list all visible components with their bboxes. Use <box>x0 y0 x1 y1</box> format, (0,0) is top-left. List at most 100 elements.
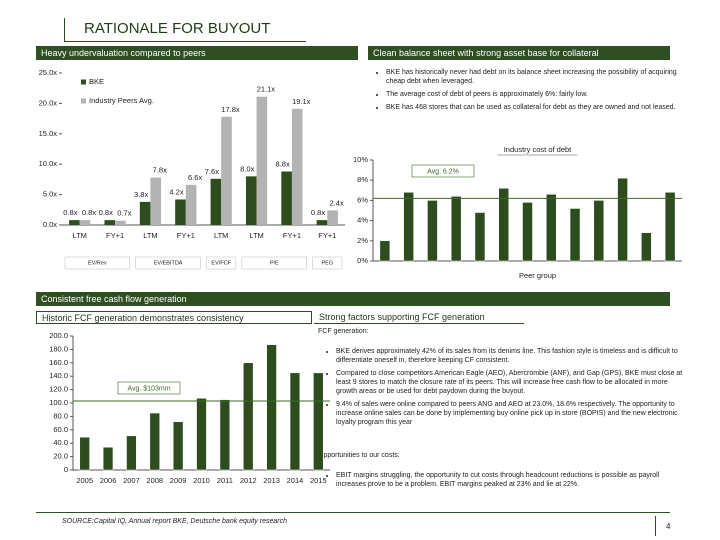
bullet: BKE derives approximately 42% of its sal… <box>336 347 688 365</box>
bar <box>522 202 533 262</box>
average-box <box>411 164 475 178</box>
y-tick-label: 5.0x <box>43 190 57 199</box>
x-tick-label: LTM <box>72 231 86 240</box>
y-tick-label: 0% <box>357 256 368 265</box>
data-label: 19.1x <box>292 97 311 106</box>
bar <box>245 176 257 225</box>
bar <box>196 398 207 471</box>
x-axis-label: Peer group <box>519 271 556 280</box>
bar <box>79 220 91 225</box>
bar <box>379 240 391 262</box>
bar <box>219 399 231 471</box>
data-label: 2.4x <box>330 198 344 207</box>
bullet-list: BKE derives approximately 42% of its sal… <box>322 347 688 431</box>
x-tick-label: FY+1 <box>177 231 195 240</box>
average-label: Avg. $103mm <box>127 385 170 392</box>
x-tick-label: 2010 <box>193 476 210 485</box>
text-intro: Opportunities to our costs: <box>318 452 400 459</box>
bullet: BKE has 468 stores that can be used as c… <box>386 103 686 112</box>
data-label: 7.6x <box>205 167 219 176</box>
legend-swatch <box>81 98 86 104</box>
bar <box>126 435 137 471</box>
y-tick-label: 100.0 <box>49 398 68 407</box>
bar <box>289 372 301 471</box>
data-label: 17.8x <box>221 105 240 114</box>
data-label: 0.8x <box>311 208 325 217</box>
group-label: EV/FCF <box>211 260 231 266</box>
group-box <box>241 256 307 270</box>
data-label: 0.8x <box>63 208 77 217</box>
y-tick-label: 2% <box>357 236 368 245</box>
section-header: Clean balance sheet with strong asset ba… <box>368 46 670 60</box>
x-tick-label: 2006 <box>100 476 117 485</box>
x-tick-label: LTM <box>214 231 228 240</box>
group-box <box>206 256 237 270</box>
x-tick-label: 2015 <box>310 476 327 485</box>
section-header: Heavy undervaluation compared to peers <box>36 46 358 60</box>
y-tick-label: 180.0 <box>49 344 68 353</box>
y-tick-label: 8% <box>357 175 368 184</box>
y-tick-label: 0.0x <box>43 220 57 229</box>
text-intro: FCF generation: <box>318 328 369 335</box>
x-tick-label: FY+1 <box>283 231 301 240</box>
section-header: Consistent free cash flow generation <box>36 292 670 306</box>
sub-header: Historic FCF generation demonstrates con… <box>36 311 312 324</box>
bar <box>256 96 268 225</box>
data-label: 8.8x <box>276 159 290 168</box>
y-tick-label: 160.0 <box>49 358 68 367</box>
page-number: 4 <box>666 522 671 531</box>
bullet: The average cost of debt of peers is app… <box>386 90 686 99</box>
y-tick-label: 200.0 <box>49 331 68 340</box>
bar <box>266 344 277 471</box>
bullet: BKE has historically never had debt on i… <box>386 68 686 86</box>
bar <box>617 177 628 262</box>
y-tick-label: 15.0x <box>39 129 58 138</box>
legend-label: Industry Peers Avg. <box>89 96 154 105</box>
bullet-list: BKE has historically never had debt on i… <box>372 68 686 116</box>
y-tick-label: 4% <box>357 216 368 225</box>
y-tick-label: 25.0x <box>39 68 58 77</box>
bar <box>185 184 197 225</box>
data-label: 0.8x <box>82 208 96 217</box>
bar <box>291 108 303 225</box>
bar <box>327 210 338 225</box>
x-tick-label: 2013 <box>263 476 280 485</box>
group-label: EV/EBITDA <box>154 260 183 266</box>
y-tick-label: 10% <box>353 155 368 164</box>
source-note: SOURCE:Capital IQ, Annual report BKE, De… <box>62 518 288 525</box>
x-tick-label: 2009 <box>170 476 187 485</box>
y-tick-label: 80.0 <box>53 411 68 420</box>
bar <box>498 188 509 262</box>
sub-header: Strong factors supporting FCF generation <box>314 311 524 324</box>
bar <box>243 362 254 471</box>
y-tick-label: 10.0x <box>39 159 58 168</box>
footer-rule <box>36 512 670 513</box>
bar <box>281 171 292 225</box>
bar <box>427 200 438 262</box>
y-tick-label: 140.0 <box>49 371 68 380</box>
bar <box>403 192 414 262</box>
bar <box>102 446 114 471</box>
x-tick-label: 2012 <box>240 476 257 485</box>
bullet: 9.4% of sales were online compared to pe… <box>336 400 688 427</box>
bar <box>313 372 324 471</box>
bullet: Compared to close competitors American E… <box>336 369 688 396</box>
bar <box>546 194 557 262</box>
bar <box>149 412 160 471</box>
bar <box>139 201 151 225</box>
bar <box>593 200 605 262</box>
slide-title: RATIONALE FOR BUYOUT <box>84 20 271 37</box>
y-tick-label: 6% <box>357 195 368 204</box>
x-tick-label: 2007 <box>123 476 140 485</box>
average-box <box>117 381 181 395</box>
bar <box>175 199 186 225</box>
y-tick-label: 120.0 <box>49 385 68 394</box>
data-label: 21.1x <box>257 85 276 94</box>
data-label: 3.8x <box>134 190 148 199</box>
data-label: 4.2x <box>169 187 183 196</box>
x-tick-label: FY+1 <box>106 231 124 240</box>
bar <box>115 220 126 225</box>
legend-label: BKE <box>89 77 104 86</box>
